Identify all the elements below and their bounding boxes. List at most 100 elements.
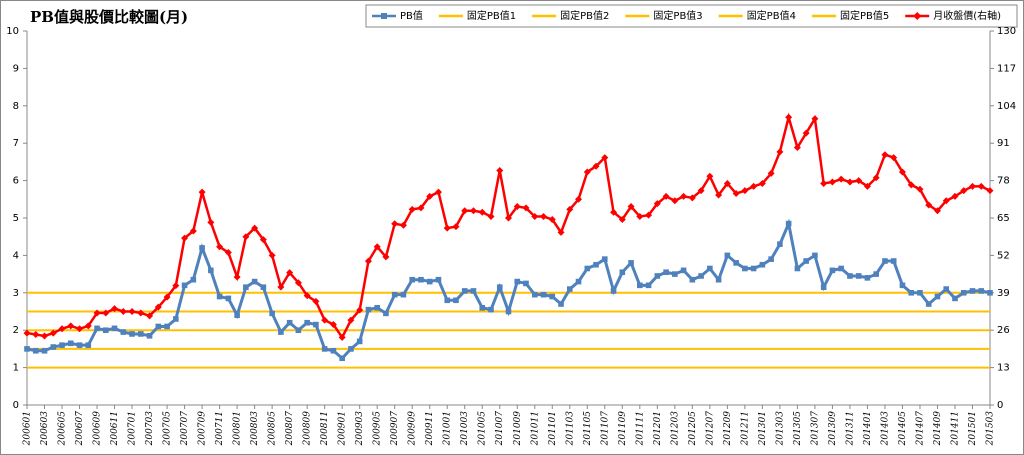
marker xyxy=(120,329,127,335)
marker xyxy=(523,280,529,287)
x-tick-label: 201011 xyxy=(530,411,540,446)
marker xyxy=(391,220,399,228)
marker xyxy=(619,269,626,276)
marker xyxy=(855,273,862,279)
marker xyxy=(208,267,214,274)
marker xyxy=(758,179,766,187)
x-tick-label: 200701 xyxy=(128,411,138,446)
marker xyxy=(767,169,775,177)
x-tick-label: 200901 xyxy=(338,411,348,446)
marker xyxy=(812,252,818,259)
marker xyxy=(67,340,74,347)
marker xyxy=(453,297,459,304)
marker xyxy=(444,297,451,304)
marker xyxy=(750,265,757,272)
marker xyxy=(846,178,854,186)
marker xyxy=(496,167,504,175)
marker xyxy=(426,192,434,200)
marker xyxy=(793,144,801,152)
x-tick-label: 200803 xyxy=(250,411,260,447)
x-tick-label: 201105 xyxy=(583,411,593,447)
marker xyxy=(890,258,897,264)
marker xyxy=(260,284,267,290)
x-tick-label: 201109 xyxy=(618,411,628,447)
legend-label: 固定PB值3 xyxy=(653,9,702,22)
marker xyxy=(505,214,512,222)
marker xyxy=(286,319,293,326)
marker xyxy=(356,306,364,314)
marker xyxy=(715,191,723,199)
marker xyxy=(461,288,468,294)
marker xyxy=(828,178,836,186)
marker xyxy=(680,192,688,200)
x-tick-label: 201211 xyxy=(740,411,750,446)
x-tick-label: 201401 xyxy=(863,411,873,446)
marker xyxy=(628,260,634,266)
marker xyxy=(811,115,819,123)
marker xyxy=(190,276,197,283)
marker xyxy=(925,301,932,307)
marker xyxy=(820,179,828,187)
marker xyxy=(233,273,241,281)
marker xyxy=(93,309,101,317)
x-tick-label: 201501 xyxy=(968,411,978,446)
marker xyxy=(479,304,486,311)
marker xyxy=(268,251,276,259)
x-tick-label: 200905 xyxy=(373,411,383,447)
marker xyxy=(531,291,538,298)
marker xyxy=(969,288,976,294)
marker xyxy=(637,282,643,289)
marker xyxy=(181,282,188,289)
marker xyxy=(618,215,626,223)
marker xyxy=(102,327,109,333)
marker xyxy=(32,331,40,339)
marker xyxy=(847,273,853,279)
legend-box xyxy=(365,4,1018,28)
x-tick-label: 200903 xyxy=(355,411,365,447)
marker xyxy=(908,290,915,296)
marker xyxy=(216,243,224,251)
legend-label: 固定PB值4 xyxy=(747,9,796,22)
x-tick-label: 201201 xyxy=(653,411,663,446)
marker xyxy=(259,236,267,244)
x-tick-label: 200805 xyxy=(268,411,278,447)
marker xyxy=(977,182,985,190)
marker xyxy=(986,187,994,195)
x-tick-label: 201403 xyxy=(880,411,890,447)
marker xyxy=(575,278,582,285)
marker xyxy=(138,331,144,337)
x-tick-label: 201209 xyxy=(723,411,733,447)
marker xyxy=(181,234,189,242)
x-tick-label: 200911 xyxy=(425,411,435,446)
marker xyxy=(715,276,722,283)
x-tick-label: 201001 xyxy=(443,411,453,446)
x-tick-label: 201311 xyxy=(845,411,855,446)
marker xyxy=(855,177,863,185)
x-tick-label: 201307 xyxy=(810,411,820,447)
y2-tick-label: 78 xyxy=(997,176,1010,187)
marker xyxy=(610,288,617,294)
marker xyxy=(94,325,100,332)
marker xyxy=(960,187,968,195)
marker xyxy=(488,306,494,313)
x-tick-label: 200807 xyxy=(285,411,295,447)
marker xyxy=(295,327,302,333)
marker xyxy=(58,325,66,333)
marker xyxy=(374,304,380,311)
marker xyxy=(207,218,215,226)
marker xyxy=(408,205,416,213)
marker xyxy=(707,265,713,272)
x-tick-label: 200611 xyxy=(110,411,120,446)
marker xyxy=(514,278,521,285)
marker xyxy=(329,320,337,328)
marker xyxy=(189,227,197,235)
marker xyxy=(794,265,801,272)
marker xyxy=(338,333,346,341)
marker xyxy=(951,192,959,200)
x-tick-label: 201303 xyxy=(775,411,785,447)
marker xyxy=(723,179,731,187)
x-tick-label: 201207 xyxy=(705,411,715,447)
marker xyxy=(864,275,871,281)
marker xyxy=(137,309,145,317)
